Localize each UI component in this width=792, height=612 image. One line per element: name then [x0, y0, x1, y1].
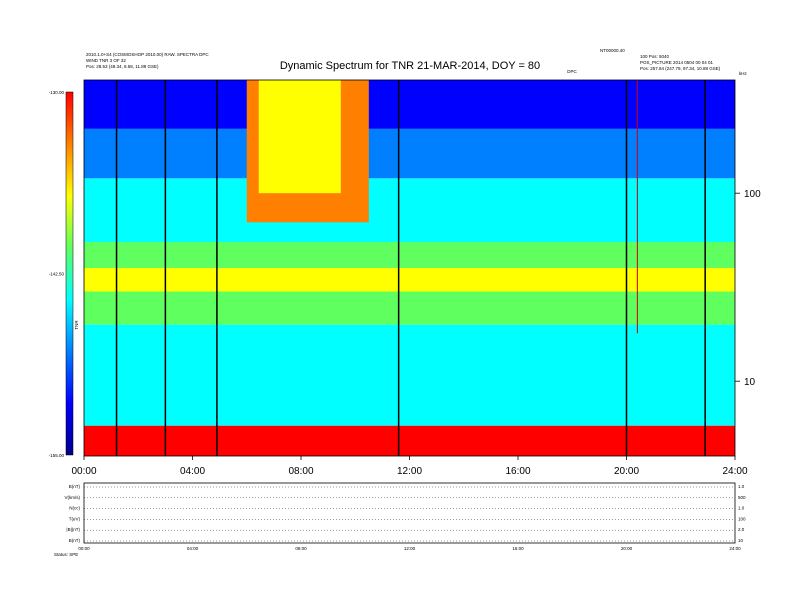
panel-right-label: 100 — [738, 516, 746, 521]
panel-x-tick-label: 24:00 — [729, 546, 741, 551]
header-left-text: WIND TNR 3 OF 32 — [86, 58, 126, 63]
spectrum-marker-label: DPC — [567, 69, 577, 74]
chart-title: Dynamic Spectrum for TNR 21-MAR-2014, DO… — [280, 60, 540, 72]
y-tick-label: 10 — [744, 377, 756, 388]
header-right-text: Pos: 257.84 (247.79, 97.34, 10.88 GSE) — [640, 66, 721, 71]
x-tick-label: 16:00 — [505, 466, 530, 477]
colorbar-tick-label: -155.00 — [49, 453, 65, 458]
header-right-text: 100 Pos: 5040 — [640, 54, 670, 59]
header-right-text: NT00000.40 — [600, 48, 625, 53]
panel-right-label: 1.0 — [738, 506, 745, 511]
panel-x-tick-label: 16:00 — [512, 546, 524, 551]
x-tick-label: 12:00 — [397, 466, 422, 477]
panel-left-label: B(nT) — [69, 538, 81, 543]
panel-right-label: 1.0 — [738, 484, 745, 489]
panel-right-label: 10 — [738, 538, 744, 543]
panel-x-tick-label: 12:00 — [404, 546, 416, 551]
panel-left-label: N(cc) — [69, 506, 80, 511]
header-left-text: Pos: 28.53 (48.34, 8.58, 11.89 GSE) — [86, 64, 159, 69]
panel-left-label: T(eV) — [69, 516, 81, 521]
x-tick-label: 24:00 — [722, 466, 747, 477]
lower-panels-frame — [83, 482, 736, 544]
colorbar-tick-label: -130.00 — [49, 90, 65, 95]
radio-burst-core — [258, 80, 341, 194]
y-tick-label: 100 — [744, 189, 761, 200]
panel-right-label: 2.0 — [738, 527, 745, 532]
x-tick-label: 04:00 — [180, 466, 205, 477]
colorbar-label: TNR — [74, 320, 79, 330]
colorbar — [65, 91, 74, 456]
panel-left-label: V(km/s) — [65, 495, 81, 500]
y-unit-label: kHz — [739, 71, 747, 76]
panel-left-label: |B|(nT) — [66, 527, 80, 532]
panel-right-label: 500 — [738, 495, 746, 500]
x-tick-label: 20:00 — [614, 466, 639, 477]
header-right-text: POS_PICTURE 2014 0504 00 04 01 — [640, 60, 714, 65]
panel-x-tick-label: 00:00 — [78, 546, 90, 551]
panel-x-tick-label: 20:00 — [621, 546, 633, 551]
spectrum-band — [84, 324, 735, 426]
x-tick-label: 08:00 — [288, 466, 313, 477]
panel-left-label: B(nT) — [69, 484, 81, 489]
panel-x-tick-label: 08:00 — [295, 546, 307, 551]
spectrum-band — [84, 268, 735, 292]
spectrum-band — [84, 425, 735, 456]
panel-x-tick-label: 04:00 — [187, 546, 199, 551]
x-tick-label: 00:00 — [71, 466, 96, 477]
colorbar-tick-label: -142.50 — [49, 272, 65, 277]
panel-footer-label: Status: SPE — [54, 552, 78, 557]
header-left-text: 2010.1.0+S4 (COSMOSHOP 2010.00) RAW. SPE… — [86, 52, 209, 57]
